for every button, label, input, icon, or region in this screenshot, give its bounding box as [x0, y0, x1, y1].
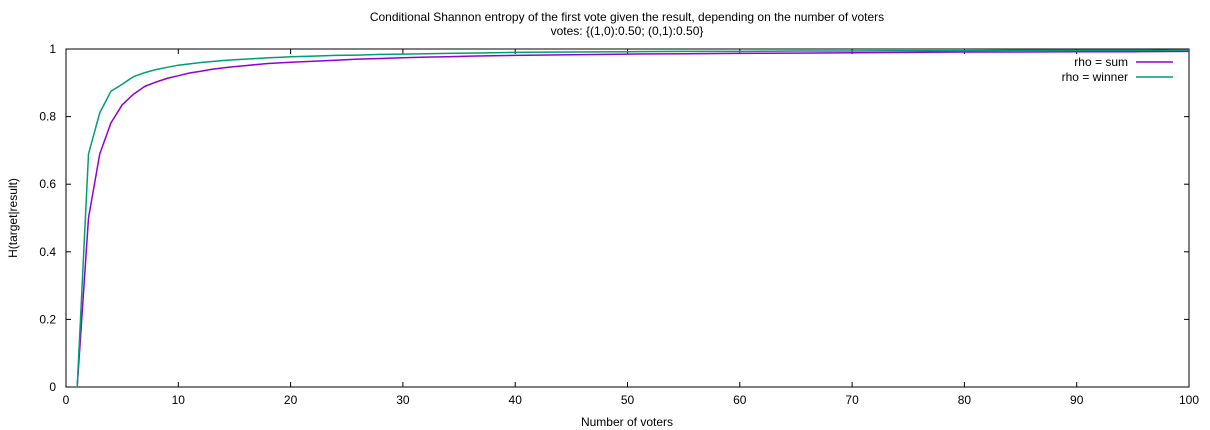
x-tick-label: 50: [621, 393, 635, 407]
chart-subtitle: votes: {(1,0):0.50; (0,1):0.50}: [551, 24, 704, 38]
x-tick-label: 100: [1179, 393, 1199, 407]
series-line-rho-sum: [76, 50, 1190, 388]
series-line-rho-winner: [76, 49, 1190, 388]
x-tick-label: 40: [509, 393, 523, 407]
chart-title: Conditional Shannon entropy of the first…: [370, 10, 884, 24]
x-tick-label: 80: [958, 393, 972, 407]
y-tick-label: 1: [49, 42, 56, 56]
legend-label: rho = winner: [1062, 70, 1128, 84]
y-axis-label: H(target|result): [6, 178, 20, 258]
x-tick-label: 70: [845, 393, 859, 407]
plot-area: [65, 48, 1190, 388]
y-tick-label: 0: [49, 380, 56, 394]
y-tick-label: 0.2: [39, 312, 56, 326]
x-tick-label: 90: [1070, 393, 1084, 407]
x-tick-label: 10: [172, 393, 186, 407]
legend-label: rho = sum: [1074, 55, 1128, 69]
series-lines: [76, 49, 1190, 388]
y-tick-label: 0.4: [39, 245, 56, 259]
axes: 0 10 20 30 40 50 60 70 80 90 100 0 0.2 0.4 0.6 0.8 1: [39, 42, 1199, 407]
y-tick-label: 0.6: [39, 177, 56, 191]
x-tick-label: 60: [733, 393, 747, 407]
x-tick-label: 20: [284, 393, 298, 407]
x-axis-label: Number of voters: [581, 415, 673, 429]
x-tick-label: 30: [396, 393, 410, 407]
y-tick-label: 0.8: [39, 110, 56, 124]
x-tick-label: 0: [63, 393, 70, 407]
